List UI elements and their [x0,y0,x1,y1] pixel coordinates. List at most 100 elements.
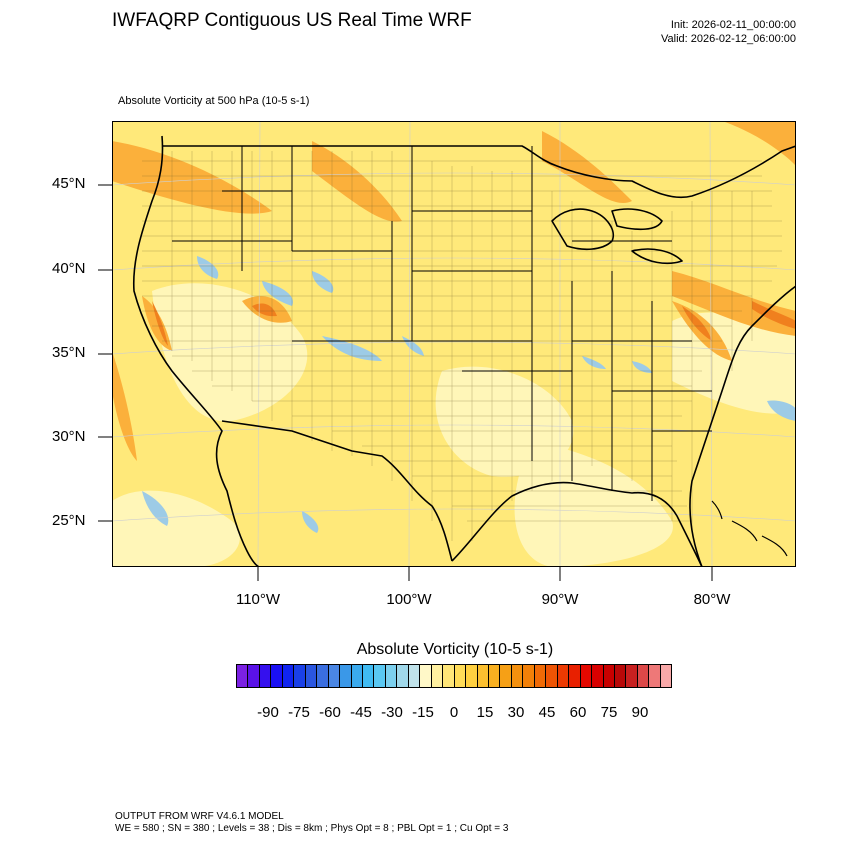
orange-band-canada [722,121,796,166]
lon-label-80: 80°W [693,591,731,608]
colorbar-swatch [408,665,421,687]
lat-label-45: 45°N [52,175,86,192]
colorbar-swatch [282,665,295,687]
colorbar-swatch [466,665,478,687]
colorbar-swatch [351,665,363,687]
colorbar-tick-label: 60 [569,704,587,721]
colorbar-swatch [557,665,570,687]
lat-label-30: 30°N [52,428,86,445]
colorbar-swatch [649,665,661,687]
blue-patch-colorado [312,271,334,293]
model-info-line2: WE = 580 ; SN = 380 ; Levels = 38 ; Dis … [115,823,509,834]
blue-patch-atlantic [767,400,796,421]
mexico-border [221,420,453,562]
colorbar-tick-label: -45 [350,704,372,721]
lon-label-110: 110°W [235,591,281,608]
colorbar-swatch [374,665,386,687]
meridian-80 [709,121,713,567]
blue-patch-baja [142,491,169,526]
colorbar-swatch [603,665,615,687]
gulf-coast [451,481,703,567]
lat-label-40: 40°N [52,260,86,277]
colorbar-swatch [477,665,489,687]
colorbar-title: Absolute Vorticity (10-5 s-1) [356,641,554,658]
colorbar-swatch [317,665,329,687]
meridian-110 [257,121,261,567]
parallel-40 [112,257,796,271]
dark-orange-streak-atlantic [752,301,796,329]
colorbar-tick-label: 15 [476,704,494,721]
valid-time: Valid: 2026-02-12_06:00:00 [661,33,796,45]
light-region-pacific [112,490,240,567]
island-3 [711,500,723,520]
init-time: Init: 2026-02-11_00:00:00 [670,19,796,31]
colorbar-tick-label: 0 [449,704,459,721]
colorbar-swatch [362,665,375,687]
orange-band-northeast [672,271,796,336]
colorbar-swatch [259,665,272,687]
vorticity-map [112,121,796,567]
parallel-35 [112,341,796,355]
plot-title: IWFAQRP Contiguous US Real Time WRF [112,10,472,31]
colorbar-swatch [488,665,501,687]
lat-label-25: 25°N [52,512,86,529]
island-1 [731,520,758,542]
colorbar-swatch [294,665,306,687]
colorbar-tick-label: 45 [538,704,556,721]
colorbar-tick-label: 90 [631,704,649,721]
colorbar-tick-label: -75 [288,704,310,721]
light-region-gulf [514,441,673,567]
orange-band-lakes [542,131,632,203]
colorbar-swatch [592,665,604,687]
colorbar-tick-label: 75 [600,704,618,721]
colorbar-tick-label: -15 [412,704,434,721]
map-svg [112,121,796,567]
colorbar-swatch [420,665,432,687]
lat-ticks [98,184,112,522]
dark-orange-streak-chesapeake [682,306,712,341]
colorbar-swatch [385,665,398,687]
state-borders [172,146,712,501]
colorbar-swatch [511,665,524,687]
meridian-100 [408,121,411,567]
colorbar-swatch [580,665,593,687]
coastlines-and-borders [132,135,796,567]
dark-orange-streak-california [152,301,168,346]
colorbar-tick-label: -90 [257,704,279,721]
lake-michigan-area [551,208,614,251]
colorbar-swatch [637,665,650,687]
atlantic-coast [689,285,796,567]
orange-band-coast [112,351,137,461]
parallel-45 [112,172,796,186]
colorbar-swatch [626,665,638,687]
colorbar-swatch [237,665,249,687]
island-2 [761,535,788,557]
lon-label-90: 90°W [541,591,579,608]
colorbar [236,664,672,688]
colorbar-tick-label: 30 [507,704,525,721]
lake-huron [611,208,663,231]
colorbar-swatch [443,665,455,687]
caribbean-islands [711,500,788,557]
colorbar-swatch [614,665,627,687]
colorbar-swatch [500,665,512,687]
state-lines [172,146,712,501]
colorbar-swatch [569,665,581,687]
colorbar-swatch [328,665,341,687]
graticule [112,121,796,567]
canada-border [162,145,796,199]
colorbar-swatch [431,665,444,687]
colorbar-tick-label: -60 [319,704,341,721]
colorbar-swatch [397,665,409,687]
lake-erie [631,248,683,265]
colorbar-swatch [248,665,260,687]
pacific-coastline [132,135,261,567]
colorbar-swatch [454,665,467,687]
colorbar-swatch [340,665,352,687]
colorbar-tick-label: -30 [381,704,403,721]
model-info-line1: OUTPUT FROM WRF V4.6.1 MODEL [115,811,284,822]
lon-label-100: 100°W [386,591,432,608]
map-frame [112,121,796,567]
blue-patch-mississippi [582,356,606,369]
colorbar-swatch [546,665,558,687]
